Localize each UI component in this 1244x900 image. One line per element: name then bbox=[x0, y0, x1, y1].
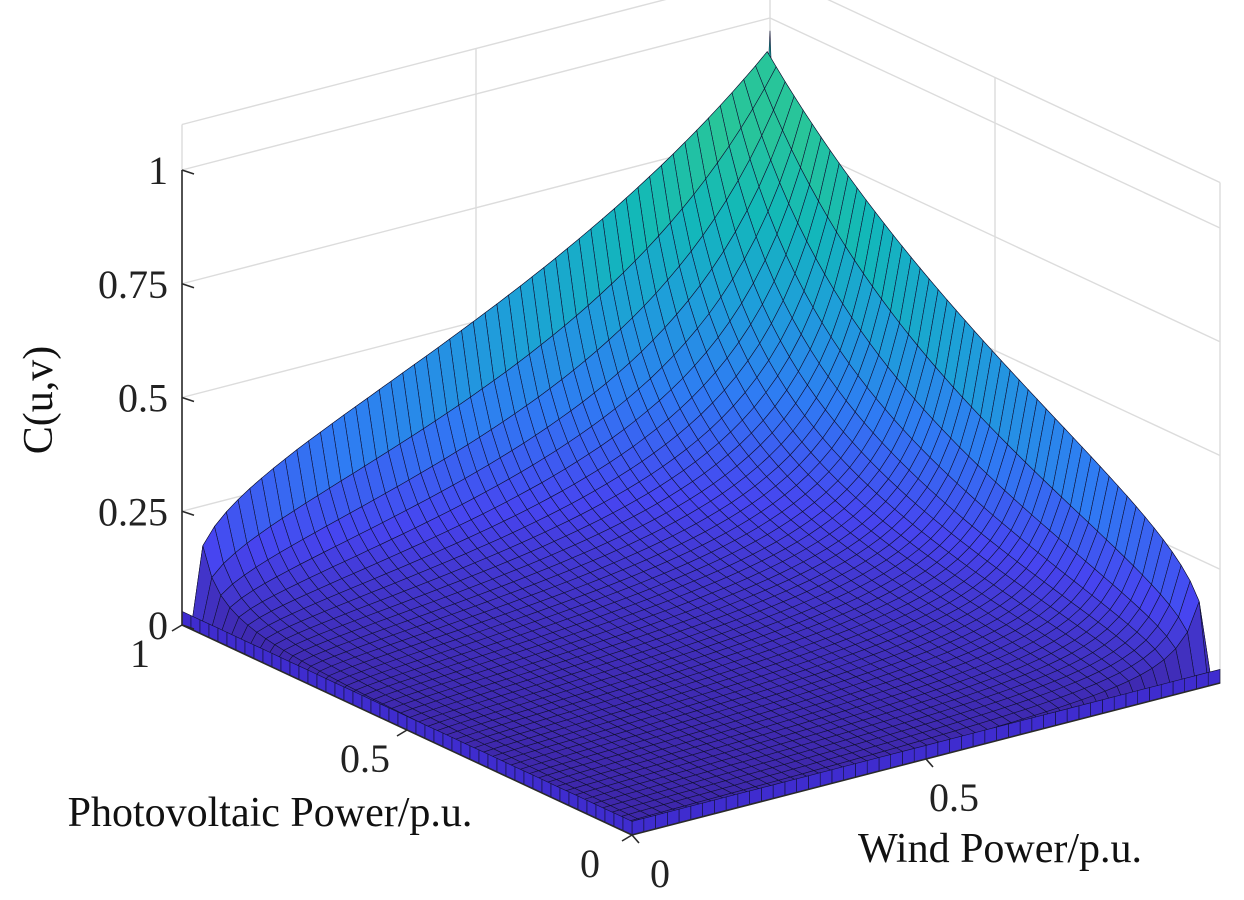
z-tick-label: 0.5 bbox=[118, 376, 168, 421]
x-tick-label: 0.5 bbox=[929, 775, 979, 820]
z-tick-mark bbox=[181, 282, 195, 289]
y-tick-label: 0 bbox=[580, 841, 600, 886]
axis-lines bbox=[171, 169, 1221, 844]
pane-top-edge bbox=[181, 0, 1221, 184]
y-tick-label: 0.5 bbox=[340, 736, 390, 781]
z-tick-label: 0 bbox=[148, 603, 168, 648]
z-tick-mark bbox=[181, 396, 195, 403]
z-tick-mark bbox=[181, 624, 195, 630]
x-axis-label: Wind Power/p.u. bbox=[858, 826, 1142, 872]
z-axis-label: C(u,v) bbox=[16, 346, 62, 455]
surface-plot bbox=[181, 30, 1221, 836]
y-axis-label: Photovoltaic Power/p.u. bbox=[68, 790, 473, 836]
y-tick-label: 1 bbox=[130, 631, 150, 676]
x-tick-mark bbox=[631, 834, 640, 844]
z-tick-label: 0.75 bbox=[98, 262, 168, 307]
z-tick-label: 0.25 bbox=[98, 489, 168, 534]
z-tick-mark bbox=[181, 510, 195, 517]
y-tick-mark bbox=[171, 624, 183, 632]
y-tick-mark bbox=[621, 834, 633, 842]
x-tick-mark bbox=[925, 758, 934, 768]
x-tick-label: 0 bbox=[650, 851, 670, 896]
z-tick-label: 1 bbox=[148, 148, 168, 193]
y-tick-mark bbox=[396, 729, 408, 737]
z-tick-mark bbox=[181, 169, 195, 175]
